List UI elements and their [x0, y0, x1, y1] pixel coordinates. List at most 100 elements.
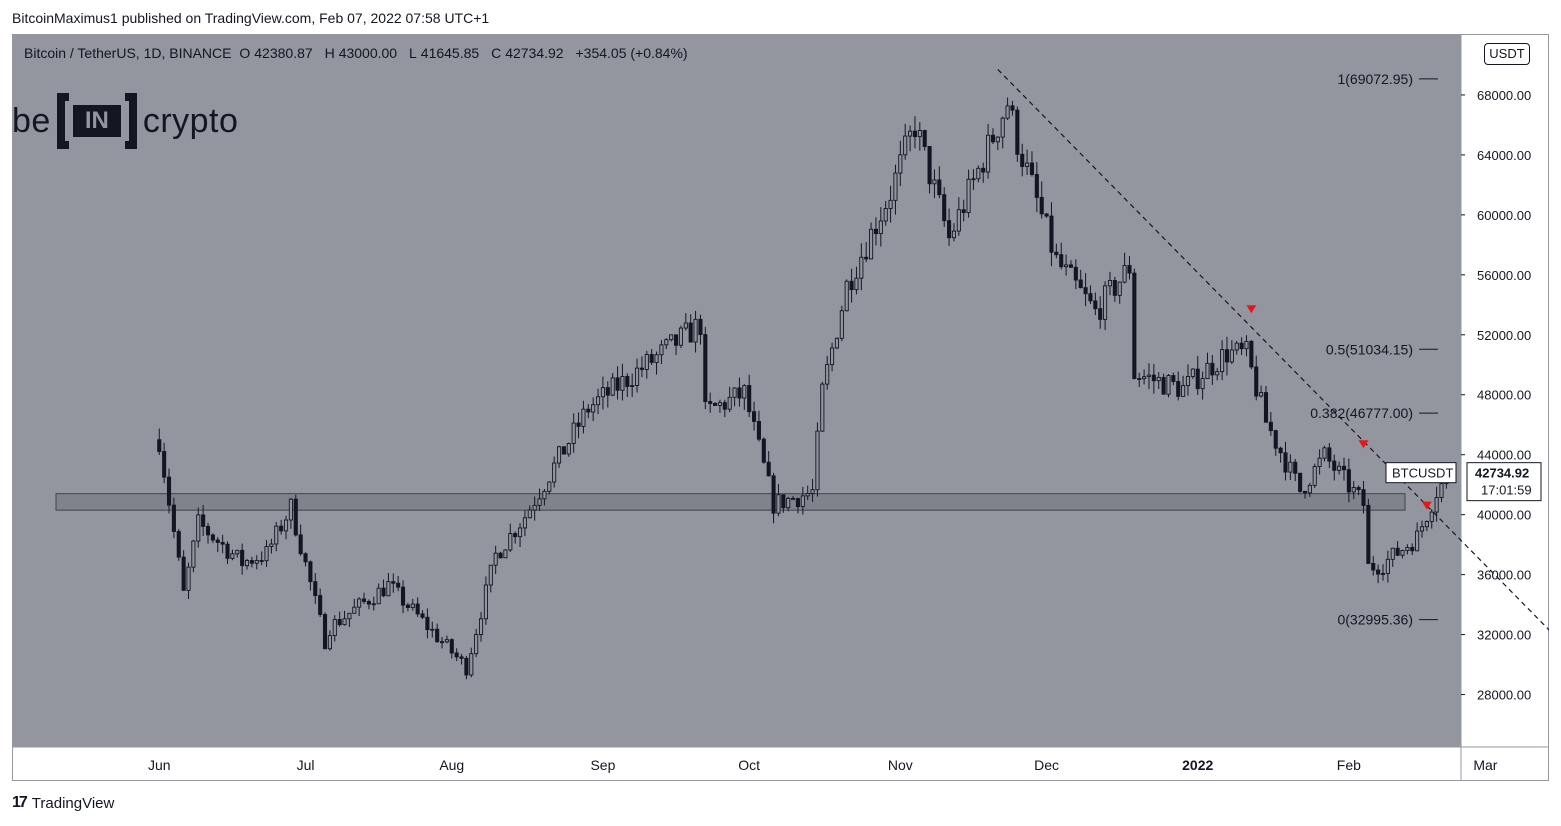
candle-body-down [1039, 196, 1044, 215]
candle [1327, 442, 1332, 469]
candle [927, 146, 932, 194]
rejection-marker [1358, 440, 1369, 449]
candle-body-up [1220, 349, 1225, 373]
candle [1078, 269, 1083, 289]
candle [1307, 482, 1312, 497]
candle [376, 583, 381, 605]
time-tick-label: Aug [439, 757, 464, 773]
candle-body-up [600, 387, 605, 398]
price-axis: 28000.00 32000.00 36000.00 40000.00 44000.00… [1385, 88, 1542, 703]
candle [1190, 368, 1195, 379]
candle [561, 446, 566, 455]
candle-body-up [488, 564, 493, 586]
candle-body-up [527, 509, 532, 519]
price-chart[interactable]: 1(69072.95) 0.5(51034.15) 0.382(46777.00) 0… [12, 34, 1549, 781]
candle [756, 410, 761, 442]
candle-body-down [1361, 489, 1366, 506]
candle-body-up [444, 639, 449, 643]
candle [947, 208, 952, 246]
candle [1132, 268, 1137, 380]
price-tick-label: 36000.00 [1477, 568, 1531, 583]
tradingview-footer[interactable]: 17 TradingView [12, 794, 114, 812]
candle-body-down [771, 475, 776, 514]
candle [1059, 242, 1064, 270]
candle [1351, 481, 1356, 500]
candle [415, 597, 420, 617]
candle-body-down [1254, 366, 1259, 397]
candle-body-down [1010, 105, 1015, 111]
candle [1341, 457, 1347, 481]
price-tick-label: 28000.00 [1477, 688, 1531, 703]
candle [454, 648, 459, 662]
candle [201, 505, 206, 537]
candle [288, 497, 293, 529]
candle-body-up [508, 533, 513, 551]
candle [1395, 541, 1400, 557]
candle [371, 596, 376, 611]
candle [596, 388, 601, 415]
candle-body-down [293, 498, 298, 536]
currency-unit-button[interactable]: USDT [1484, 43, 1530, 65]
candle-body-down [1395, 547, 1400, 556]
candle-body-down [1376, 569, 1381, 575]
price-tick-label: 68000.00 [1477, 88, 1531, 103]
candle-body-down [1273, 430, 1278, 449]
candle [444, 635, 449, 644]
candle [912, 116, 918, 149]
candle [478, 611, 484, 642]
candle [1068, 260, 1074, 268]
fib-level-label: 1(69072.95) [1337, 71, 1413, 87]
candle-body-down [586, 408, 591, 413]
candle [337, 611, 342, 627]
price-tick-label: 48000.00 [1477, 388, 1531, 403]
candle-body-down [674, 334, 679, 346]
candle [1244, 335, 1249, 357]
candle-body-up [1439, 483, 1444, 498]
candle [1317, 449, 1322, 475]
candle-body-down [1210, 362, 1215, 376]
candle-body-down [1127, 265, 1132, 274]
candle [1283, 441, 1288, 481]
candle-body-down [298, 534, 303, 555]
candle-body-down [1020, 153, 1025, 167]
candle [630, 373, 635, 397]
candle [771, 472, 776, 524]
candle [869, 222, 874, 260]
candle-body-up [532, 504, 537, 511]
candle [864, 241, 869, 263]
candle [761, 437, 766, 464]
candle [1298, 472, 1303, 493]
candle [976, 165, 981, 183]
candle-body-up [805, 492, 810, 497]
candle-body-down [961, 209, 966, 214]
candle [1185, 364, 1191, 396]
candle-body-down [942, 194, 947, 222]
candle [732, 387, 737, 407]
candle [986, 123, 991, 179]
candle-body-up [503, 549, 508, 559]
candle-body-up [288, 498, 293, 521]
candle [1137, 372, 1142, 388]
candle [1415, 522, 1420, 552]
candle [1254, 355, 1259, 401]
candle [196, 507, 201, 548]
candle [1366, 498, 1371, 564]
logo-text-be: be [12, 101, 51, 140]
candle-body-down [240, 549, 245, 567]
candle [605, 381, 610, 408]
candle-body-down [912, 130, 918, 138]
candle-body-down [176, 531, 181, 558]
candle-body-up [986, 134, 991, 173]
candle-body-up [186, 566, 191, 591]
candle-body-down [1371, 563, 1376, 571]
candle-body-down [1083, 287, 1088, 295]
candle-body-down [1268, 421, 1273, 432]
candle-body-down [1161, 376, 1166, 395]
candle-body-down [405, 604, 410, 608]
candle [283, 515, 289, 540]
candle [942, 187, 947, 227]
candle [157, 428, 162, 455]
candle-body-up [644, 354, 649, 370]
candle-body-up [371, 603, 376, 606]
candle-body-up [630, 385, 635, 387]
